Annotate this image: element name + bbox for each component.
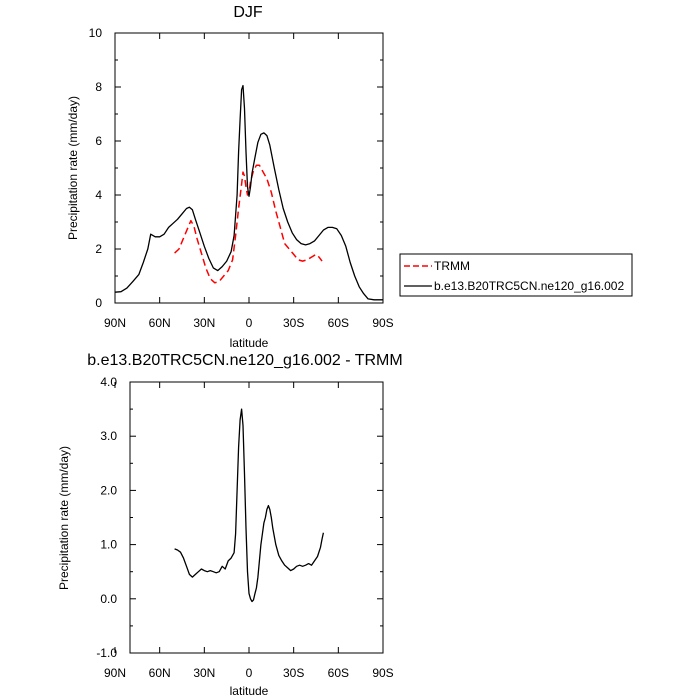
top-x-tick-label: 90S [372, 316, 393, 330]
bottom-x-tick-label: 30S [283, 666, 304, 680]
top-x-axis: 90N 60N 30N 0 30S 60S 90S [104, 33, 394, 330]
bottom-y-axis-label: Precipitation rate (mm/day) [57, 446, 71, 590]
bottom-y-tick-label: -1.0 [96, 646, 117, 660]
top-y-tick-label: 0 [95, 296, 102, 310]
top-y-tick-label: 8 [95, 80, 102, 94]
top-panel: DJF 90N 60N 30N 0 30S 60S 90S 0 2 4 6 8 10 latitude… [66, 4, 633, 350]
bottom-x-tick-label: 90S [372, 666, 393, 680]
top-y-tick-label: 10 [89, 26, 103, 40]
top-x-tick-label: 30N [193, 316, 215, 330]
top-x-axis-label: latitude [230, 336, 269, 350]
bottom-y-axis: -1.0 0.0 1.0 2.0 3.0 4.0 [96, 375, 383, 660]
top-y-tick-label: 4 [95, 188, 102, 202]
bottom-x-tick-label: 60N [149, 666, 171, 680]
bottom-y-tick-label: 0.0 [100, 592, 117, 606]
bottom-y-tick-label: 4.0 [100, 375, 117, 389]
top-chart-title: DJF [233, 4, 263, 21]
bottom-y-tick-label: 3.0 [100, 429, 117, 443]
bottom-x-tick-label: 0 [246, 666, 253, 680]
bottom-x-tick-label: 90N [104, 666, 126, 680]
bottom-x-tick-label: 60S [328, 666, 349, 680]
bottom-series-group [174, 408, 325, 603]
bottom-x-axis-label: latitude [230, 684, 269, 698]
legend-model-label: b.e13.B20TRC5CN.ne120_g16.002 [434, 279, 624, 293]
bottom-chart-title: b.e13.B20TRC5CN.ne120_g16.002 - TRMM [87, 352, 402, 369]
bottom-y-tick-label: 1.0 [100, 538, 117, 552]
bottom-panel: b.e13.B20TRC5CN.ne120_g16.002 - TRMM 90N… [57, 352, 403, 698]
top-y-tick-label: 6 [95, 134, 102, 148]
top-y-axis: 0 2 4 6 8 10 [89, 26, 383, 310]
top-x-tick-label: 60S [328, 316, 349, 330]
bottom-x-tick-label: 30N [193, 666, 215, 680]
legend-box [399, 253, 633, 297]
top-x-tick-label: 30S [283, 316, 304, 330]
top-series-line-trmm [174, 164, 323, 284]
bottom-plot-frame [129, 381, 384, 654]
top-x-tick-label: 60N [149, 316, 171, 330]
legend-trmm-label: TRMM [434, 259, 470, 273]
bottom-series-line-b-e13-b20trc5cn-ne120-g16-002-trmm [174, 408, 325, 603]
bottom-y-tick-label: 2.0 [100, 483, 117, 497]
bottom-x-axis: 90N 60N 30N 0 30S 60S 90S [104, 382, 394, 680]
top-y-axis-label: Precipitation rate (mm/day) [66, 96, 80, 240]
top-plot-frame [114, 32, 384, 304]
top-series-group [114, 84, 383, 301]
top-y-tick-label: 2 [95, 242, 102, 256]
top-x-tick-label: 90N [104, 316, 126, 330]
legend: TRMM b.e13.B20TRC5CN.ne120_g16.002 [399, 253, 633, 297]
top-series-line-b-e13-b20trc5cn-ne120-g16-002 [114, 84, 383, 301]
top-x-tick-label: 0 [246, 316, 253, 330]
